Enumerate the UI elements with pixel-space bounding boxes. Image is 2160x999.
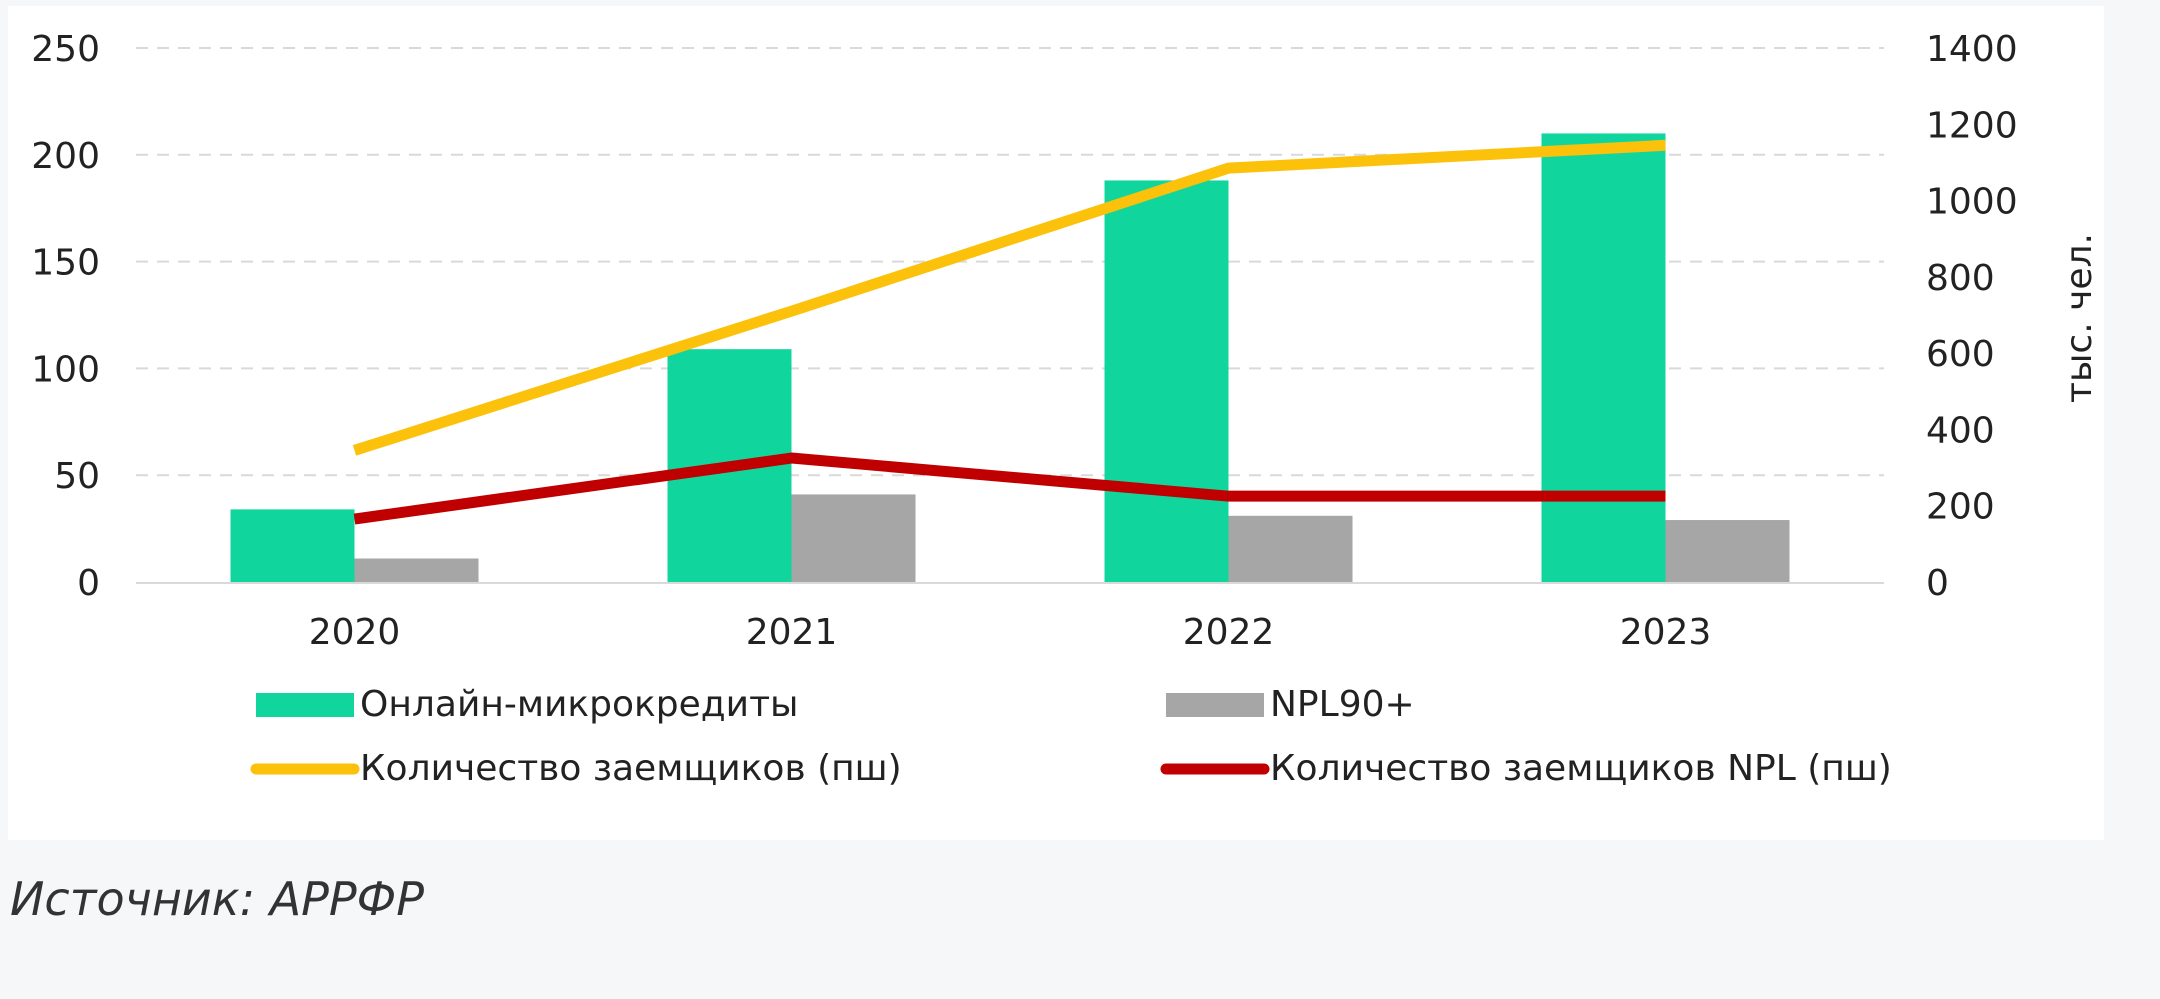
bar [791, 494, 916, 582]
x-tick-label: 2023 [1620, 612, 1712, 653]
x-tick-label: 2020 [309, 612, 401, 653]
source-note: Источник: АРРФР [10, 872, 424, 926]
x-tick-label: 2021 [746, 612, 838, 653]
combo-chart: 0 50 100 150 200 250 0 200 400 600 800 1000 1200 1400… [31, 29, 2100, 789]
bar [1104, 180, 1229, 582]
right-tick-label: 1200 [1926, 105, 2018, 146]
left-tick-label: 150 [31, 243, 100, 284]
legend-label: Онлайн-микрокредиты [360, 684, 798, 725]
right-tick-label: 1000 [1926, 182, 2018, 223]
legend-label: Количество заемщиков (пш) [360, 748, 902, 789]
right-tick-label: 400 [1926, 410, 1995, 451]
right-tick-label: 200 [1926, 487, 1995, 528]
left-tick-label: 0 [77, 563, 100, 604]
bar [1228, 515, 1353, 582]
legend-label: Количество заемщиков NPL (пш) [1270, 748, 1892, 789]
bar [1541, 133, 1666, 582]
bar [1665, 520, 1790, 582]
right-tick-label: 600 [1926, 334, 1995, 375]
left-tick-label: 100 [31, 349, 100, 390]
left-tick-label: 250 [31, 29, 100, 70]
left-tick-label: 50 [54, 456, 100, 497]
bar [354, 558, 479, 582]
legend-swatch [1166, 693, 1264, 717]
x-tick-label: 2022 [1183, 612, 1275, 653]
left-tick-label: 200 [31, 136, 100, 177]
right-tick-label: 0 [1926, 563, 1949, 604]
chart-panel: 0 50 100 150 200 250 0 200 400 600 800 1000 1200 1400… [8, 6, 2104, 840]
series-line [352, 139, 1666, 456]
right-tick-label: 1400 [1926, 29, 2018, 70]
series-line [353, 452, 1666, 525]
right-tick-label: 800 [1926, 258, 1995, 299]
legend-swatch [256, 693, 354, 717]
right-axis-label: тыс. чел. [2059, 233, 2100, 403]
legend-label: NPL90+ [1270, 684, 1415, 725]
bar [230, 509, 355, 582]
